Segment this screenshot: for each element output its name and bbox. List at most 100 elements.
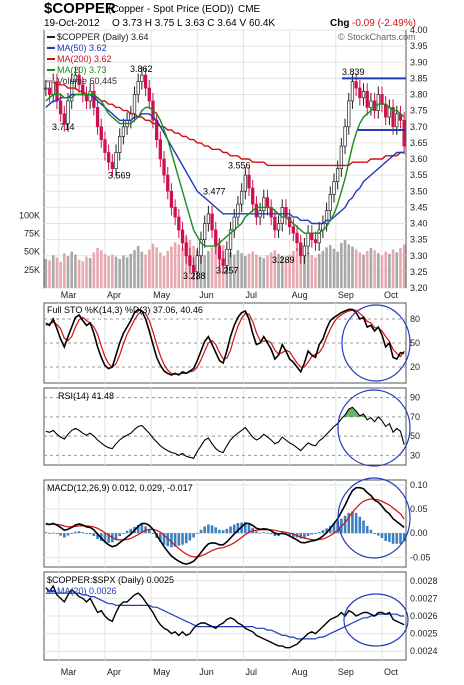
price-candle: [310, 232, 314, 240]
price-candle: [210, 213, 214, 231]
price-tick-label: 3.80: [410, 90, 428, 100]
macd-histogram-bar: [229, 526, 232, 534]
volume-bar: [358, 252, 362, 288]
macd-histogram-bar: [369, 529, 373, 534]
macd-signal-line: [45, 498, 405, 558]
volume-bar: [266, 255, 269, 288]
macd-histogram-bar: [173, 533, 177, 547]
macd-histogram-bar: [184, 533, 188, 544]
macd-histogram-bar: [188, 533, 192, 541]
month-label: Jul: [245, 290, 257, 300]
volume-bar: [229, 252, 232, 288]
price-candle: [339, 145, 344, 170]
volume-bar: [66, 256, 70, 288]
volume-bar: [280, 256, 284, 288]
volume-bar: [336, 251, 339, 288]
price-annotation: 3.839: [342, 67, 365, 77]
volume-bar: [85, 256, 88, 288]
volume-bar: [255, 254, 258, 288]
volume-bar: [347, 244, 351, 288]
month-label: Apr: [107, 667, 121, 677]
ratio-tick-label: 0.0026: [410, 611, 438, 621]
ratio-ma-legend-label: MA(20) 0.0026: [57, 586, 117, 596]
price-candle: [47, 87, 52, 95]
macd-histogram-bar: [269, 533, 273, 535]
macd-histogram-bar: [225, 528, 229, 534]
price-candle: [354, 81, 358, 89]
month-label: Sep: [338, 290, 354, 300]
price-annotation: 3.556: [228, 161, 251, 171]
price-candle: [343, 126, 347, 147]
price-candle: [118, 136, 122, 153]
watermark: © StockCharts.com: [338, 32, 416, 42]
volume-bar: [395, 252, 399, 288]
price-tick-label: 4.00: [410, 25, 428, 35]
ratio-tick-label: 0.0027: [410, 593, 438, 603]
price-candle: [402, 119, 406, 147]
macd-histogram-bar: [317, 532, 321, 534]
price-candle: [158, 139, 163, 160]
price-candle: [140, 74, 144, 82]
macd-histogram-bar: [92, 533, 96, 537]
volume-bar: [77, 259, 81, 288]
price-tick-label: 3.75: [410, 106, 428, 116]
price-tick-label: 3.35: [410, 235, 428, 245]
price-candle: [384, 103, 388, 118]
volume-bar: [399, 248, 402, 288]
price-candle: [132, 94, 137, 115]
macd-histogram-bar: [207, 524, 210, 534]
month-label: Sep: [338, 667, 354, 677]
macd-histogram-bar: [288, 533, 291, 537]
macd-histogram-bar: [162, 533, 166, 545]
sto-tick-label: 50: [410, 338, 420, 348]
price-tick-label: 3.70: [410, 122, 428, 132]
volume-bar: [380, 255, 384, 288]
macd-histogram-bar: [107, 533, 110, 543]
macd-legend-label: MACD(12,26,9) 0.012, 0.029, -0.017: [47, 483, 193, 493]
macd-histogram-bar: [373, 533, 376, 535]
month-label: Mar: [61, 667, 77, 677]
macd-histogram-bar: [244, 522, 247, 534]
volume-bar: [288, 254, 291, 288]
month-label: Aug: [292, 290, 308, 300]
price-tick-label: 3.40: [410, 219, 428, 229]
macd-histogram-bar: [125, 530, 129, 534]
volume-bar: [88, 258, 92, 288]
volume-bar: [388, 253, 391, 288]
month-label: May: [153, 667, 171, 677]
volume-bar: [354, 249, 358, 288]
quote-line: O 3.73 H 3.75 L 3.63 C 3.64 V 60.4K: [112, 18, 275, 29]
macd-histogram-bar: [321, 530, 325, 534]
price-candle: [225, 248, 229, 266]
macd-histogram-bar: [203, 526, 206, 534]
price-candle: [81, 84, 85, 95]
macd-histogram-bar: [362, 520, 365, 534]
price-tick-label: 3.95: [410, 41, 428, 51]
price-candle: [114, 152, 118, 170]
macd-histogram-bar: [221, 530, 225, 534]
month-label: May: [153, 290, 171, 300]
price-candle: [77, 74, 81, 86]
price-candle: [254, 203, 259, 218]
price-tick-label: 3.20: [410, 283, 428, 293]
price-candle: [66, 100, 70, 124]
price-candle: [188, 255, 192, 266]
price-candle: [291, 226, 295, 234]
price-candle: [106, 152, 111, 163]
macd-histogram-bar: [391, 533, 395, 544]
macd-histogram-bar: [255, 531, 258, 534]
price-candle: [51, 81, 55, 95]
macd-histogram-bar: [303, 533, 306, 538]
price-candle: [265, 197, 270, 208]
macd-histogram-bar: [358, 516, 362, 534]
volume-bar: [125, 257, 129, 288]
price-candle: [147, 87, 151, 102]
volume-bar: [140, 251, 144, 288]
macd-histogram-bar: [332, 523, 336, 534]
volume-bar: [70, 251, 73, 288]
macd-histogram-bar: [151, 533, 155, 534]
rsi-panel: 30 50 70 90 RSI(14) 41.48: [43, 387, 420, 467]
rsi-tick-label: 30: [410, 450, 420, 460]
volume-bar: [203, 255, 206, 288]
macd-histogram-bar: [199, 529, 203, 534]
